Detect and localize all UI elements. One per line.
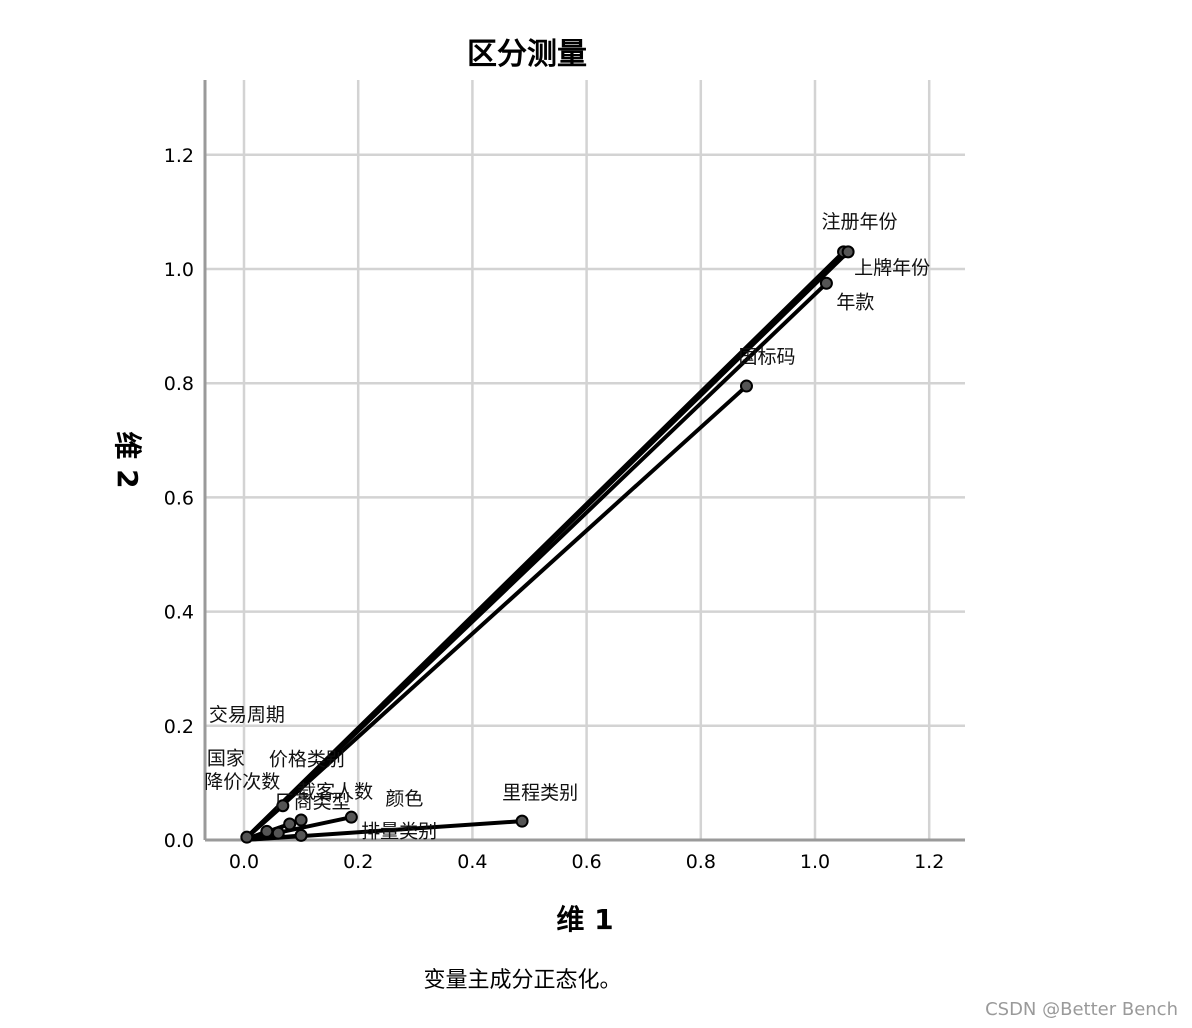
vector-line bbox=[242, 384, 749, 842]
data-point bbox=[283, 817, 297, 831]
data-point bbox=[841, 245, 855, 259]
data-points bbox=[240, 245, 855, 844]
vector-line bbox=[242, 281, 829, 842]
point-label: 厂商类型 bbox=[275, 791, 351, 813]
x-tick-label: 0.4 bbox=[457, 851, 487, 873]
data-point bbox=[260, 824, 274, 838]
y-tick-labels: 0.0 0.2 0.4 0.6 0.8 1.0 1.2 bbox=[164, 145, 194, 852]
x-tick-label: 0.2 bbox=[343, 851, 373, 873]
footnote: 变量主成分正态化。 bbox=[423, 968, 622, 993]
x-tick-label: 1.2 bbox=[914, 851, 944, 873]
x-axis-label: 维 1 bbox=[556, 903, 613, 936]
data-point bbox=[271, 826, 285, 840]
data-point bbox=[240, 830, 254, 844]
point-label: 价格类别 bbox=[269, 749, 345, 771]
point-label: 排量类别 bbox=[361, 820, 437, 842]
point-label: 年款 bbox=[836, 291, 874, 313]
point-label: 注册年份 bbox=[822, 211, 898, 233]
point-label: 国标码 bbox=[738, 346, 795, 368]
x-tick-label: 0.8 bbox=[686, 851, 716, 873]
data-point bbox=[294, 828, 308, 842]
x-tick-label: 1.0 bbox=[800, 851, 830, 873]
y-tick-label: 0.8 bbox=[164, 373, 194, 395]
point-label: 国家 bbox=[207, 747, 245, 769]
data-point bbox=[344, 810, 358, 824]
point-label: 载客人数 bbox=[297, 781, 373, 803]
data-point bbox=[739, 379, 753, 393]
y-tick-label: 0.0 bbox=[164, 830, 194, 852]
y-tick-label: 1.2 bbox=[164, 145, 194, 167]
x-tick-labels: 0.0 0.2 0.4 0.6 0.8 1.0 1.2 bbox=[229, 851, 944, 873]
point-label: 降价次数 bbox=[204, 771, 280, 793]
y-tick-label: 0.6 bbox=[164, 487, 194, 509]
axes bbox=[203, 80, 965, 842]
point-label: 颜色 bbox=[385, 788, 423, 810]
y-tick-label: 0.4 bbox=[164, 602, 194, 624]
data-point bbox=[515, 814, 529, 828]
y-axis-label: 维 2 bbox=[111, 431, 144, 488]
x-tick-label: 0.6 bbox=[571, 851, 601, 873]
point-label: 里程类别 bbox=[502, 782, 578, 804]
x-tick-label: 0.0 bbox=[229, 851, 259, 873]
data-point bbox=[276, 799, 290, 813]
watermark: CSDN @Better Bench bbox=[985, 999, 1178, 1020]
point-label: 上牌年份 bbox=[854, 257, 930, 279]
data-point bbox=[294, 813, 308, 827]
grid bbox=[205, 80, 965, 842]
y-tick-label: 0.2 bbox=[164, 716, 194, 738]
data-point bbox=[819, 276, 833, 290]
point-label: 交易周期 bbox=[209, 704, 285, 726]
y-tick-label: 1.0 bbox=[164, 259, 194, 281]
chart-title: 区分测量 bbox=[467, 37, 587, 72]
